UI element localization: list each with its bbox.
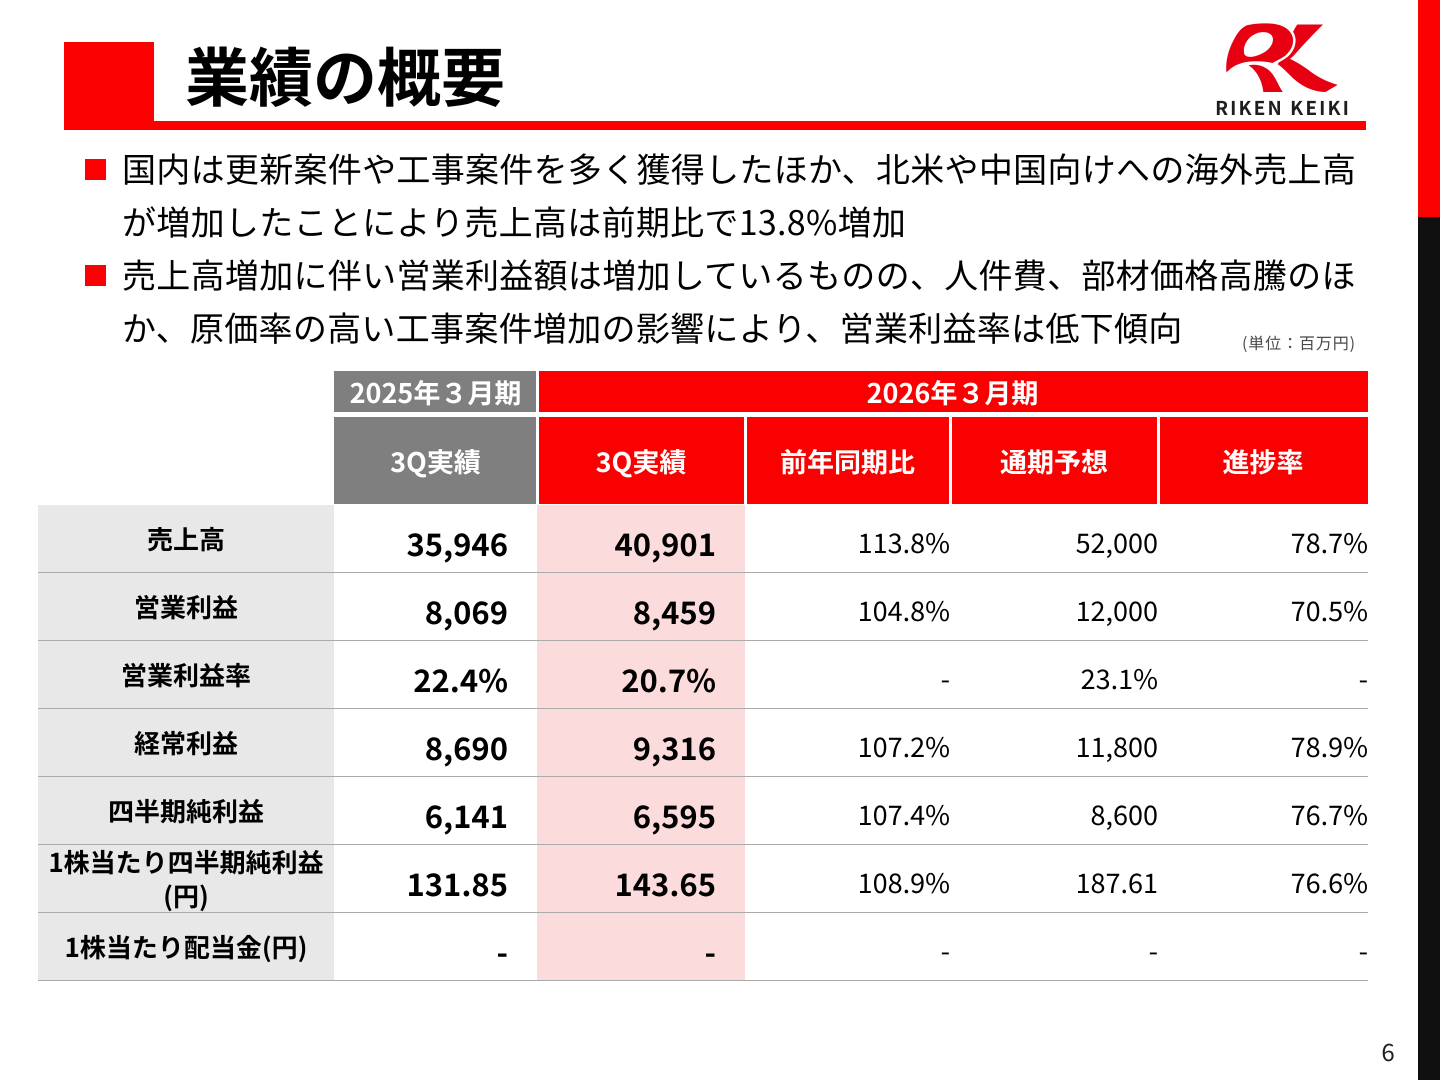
cell-dividend-per-share-yoy: - (940, 929, 950, 969)
cell-operating-margin-forecast: 23.1% (1080, 657, 1158, 697)
row-divider (38, 572, 1368, 573)
row-label-eps: 1株当たり四半期純利益 (円) (38, 845, 334, 913)
cell-ordinary-income-fy2025-3q: 8,690 (424, 723, 508, 769)
header-separator (1156, 417, 1160, 504)
bullet-square-icon (85, 159, 106, 180)
row-label-line-1: 1株当たり四半期純利益 (48, 843, 324, 880)
bullet-item-1: 国内は更新案件や工事案件を多く獲得したほか、北米や中国向けへの海外売上高 が増加… (122, 141, 1402, 247)
column-header-3q-actual-fy2026: 3Q実績 (537, 417, 745, 504)
row-divider (38, 776, 1368, 777)
row-label-operating-income: 営業利益 (38, 573, 334, 641)
cell-net-sales-yoy: 113.8% (857, 521, 950, 561)
cell-dividend-per-share-fy2025-3q: - (496, 927, 508, 973)
cell-operating-income-fy2025-3q: 8,069 (424, 587, 508, 633)
riken-keiki-wordmark: RIKEN KEIKI (1215, 94, 1351, 121)
table-row-ordinary-income: 経常利益 8,690 9,316 107.2% 11,800 78.9% (38, 709, 1368, 777)
cell-eps-forecast: 187.61 (1075, 861, 1158, 901)
header-separator (743, 417, 747, 504)
row-label-line-1: 営業利益 (133, 588, 238, 625)
riken-keiki-rk-logo-icon (1223, 20, 1338, 95)
cell-quarterly-net-income-fy2026-3q: 6,595 (537, 777, 745, 845)
bullet-square-icon (85, 265, 106, 286)
column-group-fy2026: 2026年３月期 (537, 371, 1368, 412)
row-label-line-1: 1株当たり配当金(円) (64, 928, 308, 965)
table-row-net-sales: 売上高 35,946 40,901 113.8% 52,000 78.7% (38, 505, 1368, 573)
page-title: 業績の概要 (185, 28, 505, 120)
financial-results-table: 2025年３月期 2026年３月期 3Q実績 3Q実績 前年同期比 通期予想 進… (38, 371, 1368, 981)
table-row-operating-margin: 営業利益率 22.4% 20.7% - 23.1% - (38, 641, 1368, 709)
bullet-1-line-1: 国内は更新案件や工事案件を多く獲得したほか、北米や中国向けへの海外売上高 (122, 143, 1357, 192)
bullet-item-2: 売上高増加に伴い営業利益額は増加しているものの、人件費、部材価格高騰のほ か、原… (122, 247, 1402, 353)
cell-eps-progress: 76.6% (1290, 861, 1368, 901)
cell-quarterly-net-income-forecast: 8,600 (1090, 793, 1158, 833)
cell-operating-margin-yoy: - (940, 657, 950, 697)
unit-note: (単位：百万円) (1241, 330, 1356, 354)
bullet-1-line-2: が増加したことにより売上高は前期比で13.8%増加 (122, 196, 907, 245)
cell-ordinary-income-yoy: 107.2% (857, 725, 950, 765)
cell-eps-yoy: 108.9% (857, 861, 950, 901)
row-divider (38, 844, 1368, 845)
bullet-2-line-1: 売上高増加に伴い営業利益額は増加しているものの、人件費、部材価格高騰のほ (122, 249, 1356, 298)
table-row-quarterly-net-income: 四半期純利益 6,141 6,595 107.4% 8,600 76.7% (38, 777, 1368, 845)
cell-operating-income-yoy: 104.8% (857, 589, 950, 629)
cell-operating-margin-fy2025-3q: 22.4% (413, 655, 508, 701)
cell-eps-fy2026-3q: 143.65 (537, 845, 745, 913)
cell-quarterly-net-income-fy2025-3q: 6,141 (424, 791, 508, 837)
table-row-dividend-per-share: 1株当たり配当金(円) - - - - - (38, 913, 1368, 981)
cell-quarterly-net-income-progress: 76.7% (1290, 793, 1368, 833)
cell-net-sales-forecast: 52,000 (1075, 521, 1158, 561)
edge-bar-black (1418, 217, 1440, 1080)
row-label-line-1: 四半期純利益 (107, 792, 264, 829)
cell-operating-income-forecast: 12,000 (1075, 589, 1158, 629)
page-number: 6 (1381, 1033, 1395, 1068)
column-header-yoy: 前年同期比 (745, 417, 950, 504)
cell-ordinary-income-fy2026-3q: 9,316 (537, 709, 745, 777)
edge-bar-red (1418, 0, 1440, 217)
cell-quarterly-net-income-yoy: 107.4% (857, 793, 950, 833)
cell-net-sales-fy2026-3q: 40,901 (537, 505, 745, 573)
cell-net-sales-progress: 78.7% (1290, 521, 1368, 561)
title-accent-square (64, 42, 154, 130)
cell-dividend-per-share-progress: - (1358, 929, 1368, 969)
row-label-dividend-per-share: 1株当たり配当金(円) (38, 913, 334, 981)
column-header-progress-rate: 進捗率 (1158, 417, 1368, 504)
row-divider (38, 640, 1368, 641)
table-row-operating-income: 営業利益 8,069 8,459 104.8% 12,000 70.5% (38, 573, 1368, 641)
row-label-line-1: 売上高 (146, 520, 225, 557)
cell-dividend-per-share-forecast: - (1148, 929, 1158, 969)
bullet-2-line-2: か、原価率の高い工事案件増加の影響により、営業利益率は低下傾向 (122, 302, 1183, 351)
cell-ordinary-income-forecast: 11,800 (1075, 725, 1158, 765)
title-underline-rule (154, 121, 1366, 130)
cell-net-sales-fy2025-3q: 35,946 (406, 519, 508, 565)
row-label-ordinary-income: 経常利益 (38, 709, 334, 777)
row-label-line-2: (円) (163, 877, 209, 914)
cell-ordinary-income-progress: 78.9% (1290, 725, 1368, 765)
cell-operating-margin-fy2026-3q: 20.7% (537, 641, 745, 709)
row-label-line-1: 経常利益 (133, 724, 238, 761)
header-separator (948, 417, 952, 504)
cell-dividend-per-share-fy2026-3q: - (537, 913, 745, 981)
row-label-net-sales: 売上高 (38, 505, 334, 573)
row-divider (38, 912, 1368, 913)
row-divider (38, 708, 1368, 709)
cell-eps-fy2025-3q: 131.85 (406, 859, 508, 905)
row-label-operating-margin: 営業利益率 (38, 641, 334, 709)
header-separator (535, 371, 539, 504)
column-header-full-year-forecast: 通期予想 (950, 417, 1158, 504)
cell-operating-margin-progress: - (1358, 657, 1368, 697)
row-label-line-1: 営業利益率 (120, 656, 251, 693)
row-divider (38, 980, 1368, 981)
column-group-fy2025: 2025年３月期 (334, 371, 537, 412)
cell-operating-income-progress: 70.5% (1290, 589, 1368, 629)
cell-operating-income-fy2026-3q: 8,459 (537, 573, 745, 641)
row-label-quarterly-net-income: 四半期純利益 (38, 777, 334, 845)
column-header-3q-actual-fy2025: 3Q実績 (334, 417, 537, 504)
table-row-eps: 1株当たり四半期純利益 (円) 131.85 143.65 108.9% 187… (38, 845, 1368, 913)
